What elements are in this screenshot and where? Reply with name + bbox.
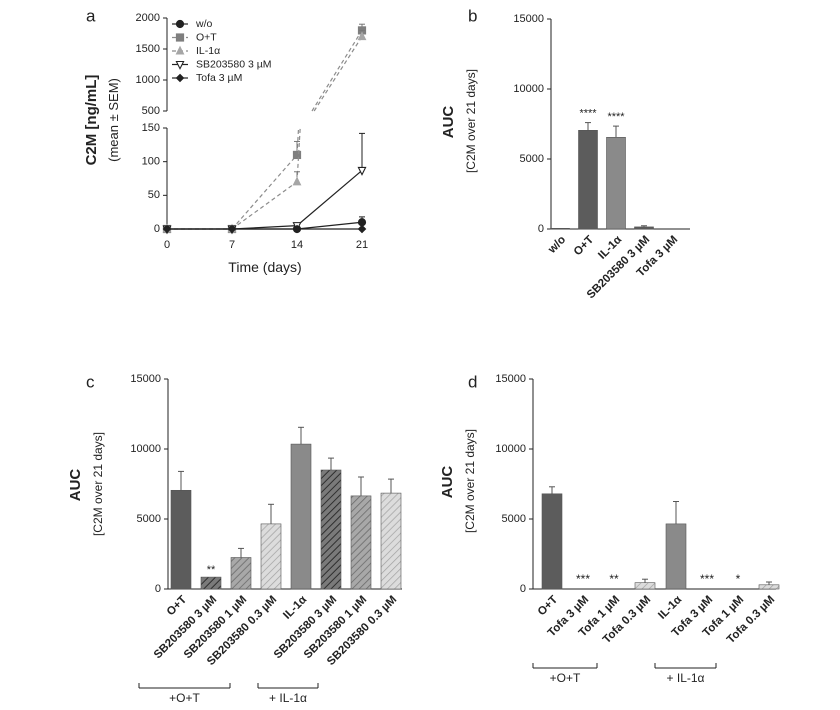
a-legend-marker [175, 45, 185, 55]
a-x-tick-label: 7 [229, 239, 235, 251]
b-significance-label: **** [579, 108, 597, 120]
c-bar [320, 469, 342, 590]
b-y-tick-label: 10000 [513, 83, 544, 95]
a-series-line-0 [296, 221, 363, 230]
c-bar [230, 557, 252, 590]
c-y-tick-label: 15000 [130, 373, 161, 385]
b-y-tick-label: 15000 [513, 13, 544, 25]
b-y-axis-label: AUC [440, 106, 457, 139]
c-category-label: IL-1α [281, 594, 309, 622]
d-group-label: + IL-1α [667, 671, 705, 685]
b-y-tick-label: 5000 [520, 153, 544, 165]
d-bar [758, 584, 780, 590]
a-legend-marker [175, 19, 185, 29]
panel-label-b: b [468, 6, 477, 25]
a-point-2 [357, 31, 367, 41]
b-y-tick-label: 0 [538, 223, 544, 235]
d-y-tick-label: 5000 [502, 513, 526, 525]
a-y-tick-label: 500 [142, 105, 160, 117]
a-y-tick-label: 100 [142, 156, 160, 168]
c-group-label: +O+T [169, 691, 200, 705]
d-bar [634, 582, 656, 590]
a-series-line-3 [296, 169, 363, 227]
a-point-4 [292, 224, 302, 234]
a-x-tick-label: 0 [164, 239, 170, 251]
d-y-axis-label: AUC [439, 466, 456, 499]
a-y-tick-label: 150 [142, 122, 160, 134]
b-bar [578, 130, 598, 230]
c-y-axis-sublabel: [C2M over 21 days] [91, 432, 105, 536]
a-y-axis-label: C2M [ng/mL] [83, 75, 100, 166]
d-category-label: O+T [536, 594, 561, 619]
c-bar [260, 523, 282, 590]
c-y-tick-label: 10000 [130, 443, 161, 455]
a-legend-marker [175, 73, 185, 83]
d-y-tick-label: 15000 [495, 373, 526, 385]
d-significance-label: ** [609, 572, 619, 586]
c-significance-label: ** [207, 564, 216, 576]
b-bar [634, 226, 654, 230]
c-y-axis-label: AUC [67, 469, 84, 502]
b-bar [606, 137, 626, 230]
c-bar [350, 495, 372, 590]
c-bar [380, 492, 402, 590]
c-category-label: O+T [165, 594, 190, 619]
d-significance-label: * [736, 572, 741, 586]
a-point-4 [357, 224, 367, 234]
a-series-line-2 [231, 181, 298, 230]
d-bar [541, 493, 563, 590]
panel-label-d: d [468, 372, 477, 391]
a-series-line-1 [296, 127, 300, 155]
a-legend-label: w/o [195, 18, 213, 30]
d-significance-label: *** [700, 572, 714, 586]
b-category-label: w/o [546, 234, 569, 257]
a-point-4 [162, 224, 172, 234]
a-legend-marker [175, 33, 185, 42]
b-category-label: O+T [572, 234, 597, 259]
c-y-tick-label: 0 [155, 583, 161, 595]
c-y-tick-label: 5000 [137, 513, 161, 525]
a-point-2 [292, 176, 302, 186]
b-significance-label: **** [607, 111, 625, 123]
a-y-tick-label: 1000 [136, 74, 160, 86]
panel-label-c: c [86, 372, 95, 391]
b-bar [550, 228, 570, 230]
c-bar [170, 489, 192, 590]
a-series-line-1 [311, 30, 363, 112]
a-series-line-2 [313, 36, 363, 112]
a-point-1 [292, 150, 302, 160]
a-y-tick-label: 1500 [136, 43, 160, 55]
a-series-line-1 [231, 154, 298, 230]
a-legend-label: Tofa 3 µM [196, 72, 242, 84]
d-y-axis-sublabel: [C2M over 21 days] [463, 429, 477, 533]
a-x-tick-label: 21 [356, 239, 368, 251]
panel-label-a: a [86, 6, 96, 25]
d-y-tick-label: 10000 [495, 443, 526, 455]
a-y-axis-sublabel: (mean ± SEM) [106, 78, 121, 162]
a-y-tick-label: 50 [148, 189, 160, 201]
d-significance-label: *** [576, 572, 590, 586]
d-category-label: IL-1α [656, 594, 684, 622]
a-series-line-2 [296, 127, 301, 182]
a-point-4 [227, 224, 237, 234]
a-y-tick-label: 0 [154, 223, 160, 235]
d-bar [665, 523, 687, 590]
a-legend-marker [175, 60, 185, 70]
a-legend-label: SB203580 3 µM [196, 58, 272, 70]
c-bar [200, 576, 222, 590]
d-group-label: +O+T [550, 671, 581, 685]
a-legend-label: IL-1α [196, 45, 220, 57]
a-x-tick-label: 14 [291, 239, 303, 251]
b-y-axis-sublabel: [C2M over 21 days] [464, 69, 478, 173]
c-group-label: + IL-1α [269, 691, 307, 705]
a-x-axis-label: Time (days) [228, 259, 301, 275]
d-y-tick-label: 0 [520, 583, 526, 595]
a-point-3 [357, 166, 367, 176]
c-bar [290, 443, 312, 590]
a-y-tick-label: 2000 [136, 12, 160, 24]
a-legend-label: O+T [196, 31, 217, 43]
